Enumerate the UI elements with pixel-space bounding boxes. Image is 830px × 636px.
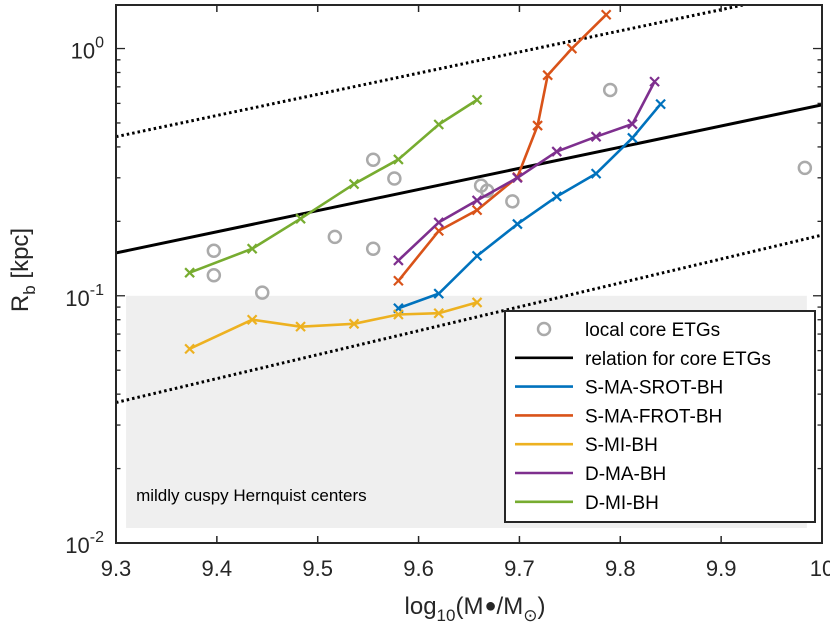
series-marker-S-MI-BH-1: [246, 314, 258, 326]
scatter-point-11: [797, 160, 813, 176]
series-marker-D-MA-BH-6: [627, 118, 638, 130]
series-marker-S-MA-SROT-BH-3: [512, 218, 523, 230]
series-marker-S-MA-FROT-BH-7: [600, 9, 612, 21]
series-marker-S-MI-BH-0: [184, 343, 195, 355]
series-marker-S-MA-SROT-BH-2: [471, 250, 483, 262]
series-marker-S-MI-BH-4: [393, 309, 404, 320]
series-S-MA-FROT-BH: [393, 9, 612, 287]
series-marker-D-MA-BH-2: [471, 195, 483, 206]
x-axis-label: log10(M●/M⊙): [405, 593, 546, 625]
x-tick-label-4: 9.7: [504, 556, 535, 581]
series-marker-S-MA-FROT-BH-5: [542, 69, 553, 81]
series-marker-S-MI-BH-3: [348, 318, 360, 330]
series-marker-D-MI-BH-6: [471, 94, 483, 106]
legend-label: relation for core ETGs: [585, 349, 771, 370]
scatter-point-9: [505, 194, 520, 209]
x-tick-label-3: 9.6: [403, 556, 434, 581]
plot-frame: [115, 4, 823, 544]
scatter-point-2: [254, 285, 270, 300]
y-tick-label-2: 100: [71, 35, 104, 64]
series-marker-D-MA-BH-0: [393, 255, 404, 266]
series-marker-D-MA-BH-3: [512, 172, 523, 184]
relation-upper-scatter-line: [116, 5, 751, 139]
y-axis-label: Rb [kpc]: [7, 228, 39, 312]
series-marker-S-MI-BH-5: [433, 307, 445, 319]
series-line-D-MA-BH: [397, 80, 656, 262]
series-marker-D-MA-BH-1: [433, 217, 445, 228]
x-tick-label-2: 9.5: [302, 556, 333, 581]
series-marker-D-MI-BH-4: [393, 154, 404, 165]
series-marker-S-MA-SROT-BH-7: [655, 98, 666, 110]
scatter-point-10: [602, 82, 618, 98]
shaded-region-label: mildly cuspy Hernquist centers: [136, 486, 367, 505]
legend-label: local core ETGs: [585, 320, 720, 341]
series-line-S-MA-FROT-BH: [397, 13, 608, 282]
y-tick-label-1: 10-1: [65, 282, 104, 311]
series-D-MA-BH: [393, 76, 660, 266]
series-marker-D-MA-BH-5: [590, 131, 602, 142]
series-marker-D-MI-BH-5: [433, 119, 445, 130]
legend-entry-D-MI-BH: D-MI-BH: [515, 493, 659, 514]
scatter-point-0: [206, 243, 222, 259]
scatter-point-6: [387, 171, 402, 186]
series-marker-S-MA-SROT-BH-5: [590, 168, 602, 179]
y-tick-label-0: 10-2: [65, 529, 104, 558]
legend-entry-S-MA-SROT-BH: S-MA-SROT-BH: [515, 378, 723, 399]
x-tick-label-7: 10: [810, 556, 830, 581]
series-marker-S-MI-BH-2: [295, 321, 306, 332]
series-marker-S-MA-FROT-BH-2: [471, 204, 483, 216]
legend-label: D-MA-BH: [585, 464, 666, 485]
legend-marker: [536, 321, 552, 337]
series-marker-D-MI-BH-0: [184, 267, 195, 278]
legend-entry-S-MA-FROT-BH: S-MA-FROT-BH: [515, 406, 722, 427]
scatter-point-1: [206, 268, 222, 283]
x-tick-label-6: 9.9: [706, 556, 737, 581]
x-tick-label-5: 9.8: [605, 556, 636, 581]
legend-entry-local core ETGs: local core ETGs: [536, 320, 720, 341]
series-D-MI-BH: [184, 94, 483, 278]
series-marker-S-MA-FROT-BH-1: [433, 225, 445, 237]
x-tick-label-1: 9.4: [202, 556, 233, 581]
legend-label: S-MI-BH: [585, 435, 658, 456]
scatter-point-4: [365, 241, 381, 256]
scatter-point-3: [327, 229, 343, 245]
series-marker-D-MI-BH-1: [246, 243, 258, 254]
series-marker-S-MA-FROT-BH-0: [393, 275, 404, 287]
series-marker-D-MI-BH-2: [295, 213, 306, 224]
legend-entry-S-MI-BH: S-MI-BH: [515, 435, 658, 456]
series-marker-S-MI-BH-6: [471, 297, 483, 308]
series-marker-D-MA-BH-4: [551, 146, 563, 157]
legend-entry-relation for core ETGs: relation for core ETGs: [515, 349, 771, 370]
scatter-point-5: [365, 152, 381, 167]
series-marker-S-MA-SROT-BH-4: [551, 191, 563, 202]
legend-label: S-MA-FROT-BH: [585, 406, 722, 427]
series-marker-S-MA-SROT-BH-1: [433, 288, 445, 299]
series-marker-D-MA-BH-7: [649, 76, 660, 87]
series-marker-S-MA-FROT-BH-6: [566, 43, 578, 54]
series-marker-D-MI-BH-3: [348, 178, 360, 190]
legend-label: D-MI-BH: [585, 493, 659, 514]
relation-line: [116, 103, 822, 255]
series-marker-S-MA-SROT-BH-6: [627, 132, 638, 144]
bullet-mark: ●: [484, 595, 496, 617]
legend-label: S-MA-SROT-BH: [585, 378, 723, 399]
series-S-MI-BH: [184, 297, 483, 355]
sun-symbol: ⊙: [523, 606, 537, 625]
x-tick-label-0: 9.3: [101, 556, 132, 581]
series-line-S-MA-SROT-BH: [397, 103, 662, 310]
series-marker-S-MA-FROT-BH-4: [532, 120, 543, 131]
legend-entry-D-MA-BH: D-MA-BH: [515, 464, 666, 485]
series-S-MA-SROT-BH: [393, 98, 666, 314]
